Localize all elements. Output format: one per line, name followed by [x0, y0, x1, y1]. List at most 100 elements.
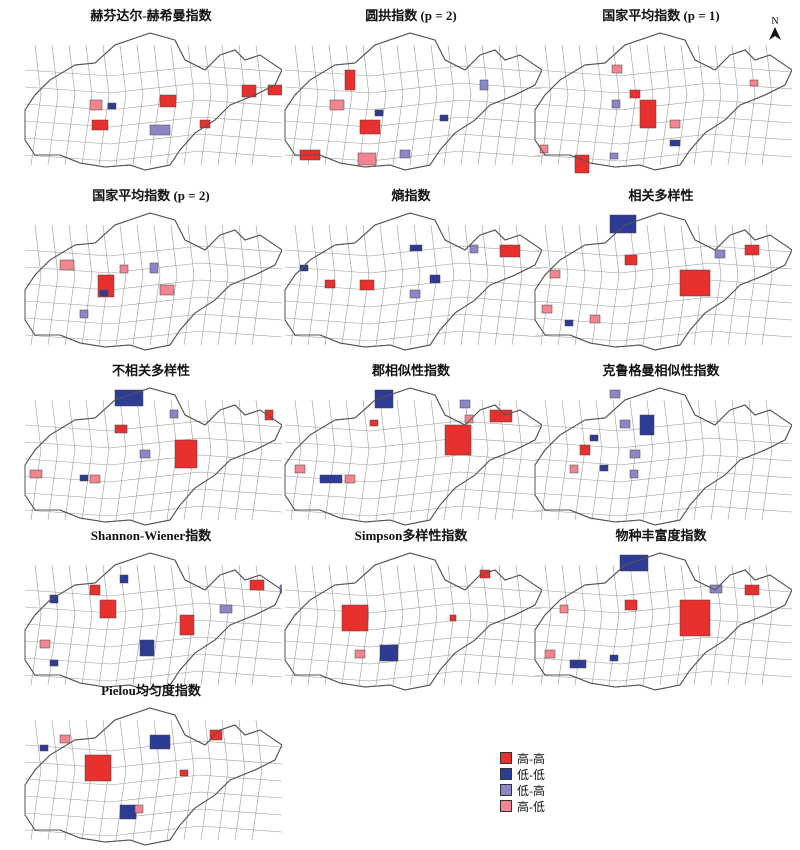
county-boundary — [166, 719, 178, 841]
cluster-region-hl — [549, 269, 561, 279]
province-outline — [24, 552, 282, 691]
county-boundary — [81, 44, 93, 166]
province-border — [24, 387, 282, 526]
county-boundary — [24, 774, 282, 786]
county-boundary — [324, 564, 336, 686]
county-boundary — [24, 454, 282, 466]
panel-title: Shannon-Wiener指数 — [90, 528, 212, 543]
county-boundary — [284, 65, 542, 77]
cluster-region-hh — [159, 94, 177, 108]
county-boundary — [744, 564, 756, 686]
cluster-region-hh — [264, 409, 274, 421]
cluster-region-hl — [569, 464, 579, 474]
county-boundary — [47, 399, 59, 521]
county-boundary — [534, 619, 792, 631]
cluster-region-hh — [341, 604, 369, 632]
county-boundary — [24, 808, 282, 820]
county-boundary — [98, 399, 110, 521]
county-boundary — [132, 719, 144, 841]
county-boundary — [24, 619, 282, 631]
county-boundary — [81, 399, 93, 521]
county-boundary — [676, 44, 688, 166]
county-boundary — [574, 224, 586, 346]
county-boundary — [761, 44, 773, 166]
cluster-region-lh — [149, 124, 171, 136]
cluster-region-hh — [744, 244, 760, 256]
county-boundary — [358, 224, 370, 346]
panel-title: 克鲁格曼相似性指数 — [602, 363, 720, 378]
county-boundary — [217, 399, 229, 521]
county-boundary — [24, 757, 282, 769]
county-boundary — [251, 224, 263, 346]
legend-label: 低-低 — [517, 767, 545, 782]
legend-item: 低-高 — [500, 782, 545, 798]
county-boundary — [392, 44, 404, 166]
province-map — [534, 387, 792, 526]
cluster-region-hh — [199, 119, 211, 129]
province-border — [284, 387, 542, 526]
legend-swatch — [500, 768, 512, 780]
county-boundary — [534, 454, 792, 466]
province-border — [534, 552, 792, 691]
north-arrow-icon — [769, 27, 781, 40]
county-boundary — [710, 399, 722, 521]
county-boundary — [727, 224, 739, 346]
county-boundary — [392, 564, 404, 686]
cluster-region-ll — [99, 289, 109, 297]
cluster-region-lh — [399, 149, 411, 159]
cluster-region-hh — [89, 584, 101, 596]
county-boundary — [534, 313, 792, 325]
county-boundary — [149, 399, 161, 521]
county-boundary — [251, 44, 263, 166]
province-outline — [534, 212, 792, 351]
county-boundary — [24, 602, 282, 614]
county-boundary — [284, 437, 542, 449]
map-panel: 相关多样性 — [530, 185, 792, 351]
county-boundary — [358, 399, 370, 521]
county-boundary — [727, 564, 739, 686]
county-boundary — [24, 488, 282, 500]
county-boundary — [30, 399, 42, 521]
county-boundary — [534, 116, 792, 128]
legend-label: 低-高 — [517, 783, 545, 798]
cluster-region-ll — [119, 574, 129, 584]
county-boundary — [494, 224, 506, 346]
county-boundary — [460, 44, 472, 166]
cluster-region-ll — [609, 214, 637, 234]
cluster-region-lh — [459, 399, 471, 409]
county-boundary — [284, 602, 542, 614]
cluster-region-hh — [114, 424, 128, 434]
county-boundary — [727, 399, 739, 521]
panel-title: 不相关多样性 — [111, 363, 190, 378]
county-boundary — [217, 719, 229, 841]
cluster-region-ll — [149, 734, 171, 750]
province-outline — [534, 32, 792, 171]
county-boundary — [534, 471, 792, 483]
cluster-region-hl — [119, 264, 129, 274]
county-boundary — [251, 399, 263, 521]
county-boundary — [81, 224, 93, 346]
cluster-region-ll — [114, 389, 144, 407]
cluster-region-hh — [209, 729, 223, 741]
province-border — [534, 32, 792, 171]
cluster-region-hh — [574, 154, 590, 174]
cluster-region-hh — [624, 599, 638, 611]
cluster-region-hh — [449, 614, 457, 622]
cluster-region-ll — [429, 274, 441, 284]
county-boundary — [710, 564, 722, 686]
county-boundary — [200, 224, 212, 346]
county-boundary — [115, 719, 127, 841]
province-map — [534, 212, 792, 351]
cluster-region-ll — [564, 319, 574, 327]
cluster-region-hl — [589, 314, 601, 324]
county-boundary — [375, 44, 387, 166]
county-boundary — [477, 44, 489, 166]
panel-title: Pielou均匀度指数 — [101, 683, 201, 698]
county-boundary — [744, 399, 756, 521]
cluster-region-hh — [91, 119, 109, 131]
cluster-region-hh — [479, 569, 491, 579]
county-boundary — [290, 224, 302, 346]
county-boundary — [24, 420, 282, 432]
cluster-region-hh — [99, 599, 117, 619]
province-border — [24, 707, 282, 846]
